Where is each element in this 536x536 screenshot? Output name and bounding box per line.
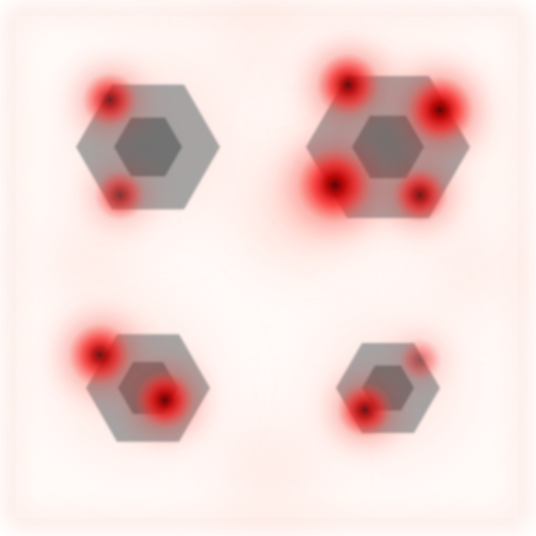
hotspot — [337, 382, 393, 438]
hotspot — [392, 167, 448, 223]
hotspot — [135, 370, 195, 430]
hotspot — [316, 53, 380, 117]
hotspot — [297, 147, 373, 223]
hotspot — [398, 338, 442, 382]
hotspot — [82, 72, 138, 128]
hotspot-layer — [48, 33, 495, 455]
hotspot — [94, 169, 146, 221]
warm-blob — [180, 380, 360, 536]
hotspot — [406, 76, 474, 144]
hotspot — [68, 323, 132, 387]
